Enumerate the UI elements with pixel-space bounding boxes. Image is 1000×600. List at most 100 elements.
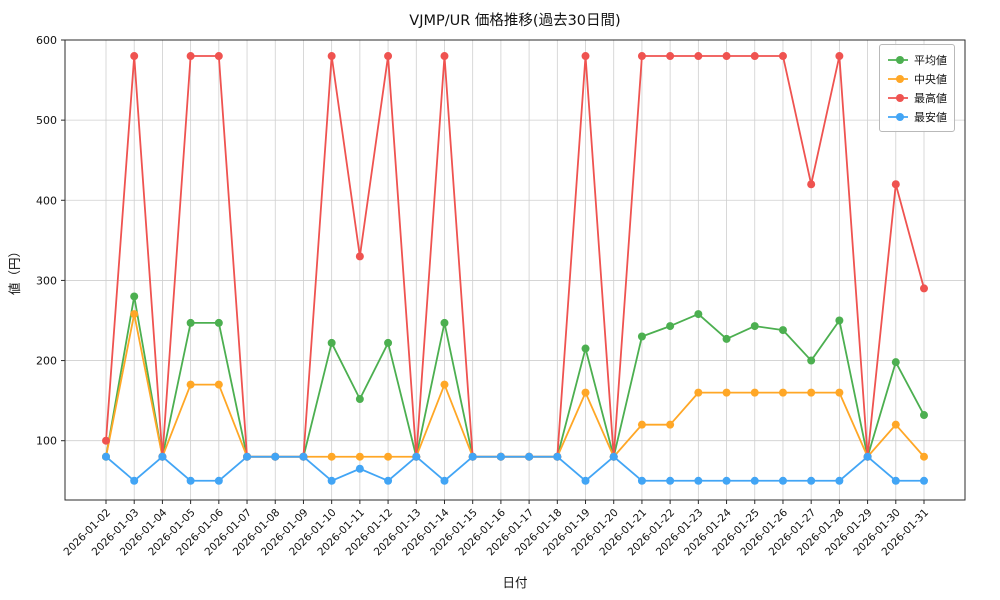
series-line xyxy=(105,455,924,482)
data-series xyxy=(102,52,928,485)
data-point xyxy=(384,52,393,61)
data-point xyxy=(496,452,505,461)
series-line xyxy=(105,55,925,458)
data-point xyxy=(835,388,844,397)
legend-marker-icon xyxy=(888,55,908,64)
data-point xyxy=(186,52,195,61)
data-point xyxy=(214,476,223,485)
data-point xyxy=(722,334,731,343)
data-point xyxy=(891,476,900,485)
data-point xyxy=(440,52,449,61)
data-point xyxy=(609,452,618,461)
data-point xyxy=(750,322,759,331)
data-point xyxy=(807,476,816,485)
data-point xyxy=(807,356,816,365)
data-point xyxy=(214,318,223,327)
data-point xyxy=(891,358,900,367)
series-line xyxy=(105,295,925,458)
data-point xyxy=(384,338,393,347)
data-point xyxy=(355,252,364,261)
data-point xyxy=(355,452,364,461)
legend: 平均値中央値最高値最安値 xyxy=(879,44,955,132)
data-point xyxy=(355,464,364,473)
data-point xyxy=(130,476,139,485)
data-point xyxy=(355,395,364,404)
data-point xyxy=(835,52,844,61)
data-point xyxy=(863,452,872,461)
data-point xyxy=(271,452,280,461)
y-tick-label: 200 xyxy=(36,355,57,368)
data-point xyxy=(722,388,731,397)
data-point xyxy=(130,310,139,319)
y-tick-label: 400 xyxy=(36,194,57,207)
data-point xyxy=(637,332,646,341)
data-point xyxy=(750,476,759,485)
data-point xyxy=(778,476,787,485)
series-line xyxy=(105,313,925,458)
data-point xyxy=(299,452,308,461)
data-point xyxy=(750,52,759,61)
data-point xyxy=(186,380,195,389)
chart-title: VJMP/UR 価格推移(過去30日間) xyxy=(409,12,620,29)
legend-item: 平均値 xyxy=(887,50,947,69)
gridlines xyxy=(65,39,965,500)
legend-label: 最高値 xyxy=(914,91,947,105)
data-point xyxy=(694,310,703,319)
data-point xyxy=(920,452,928,461)
data-point xyxy=(581,388,590,397)
data-point xyxy=(214,380,223,389)
data-point xyxy=(186,318,195,327)
data-point xyxy=(102,436,110,445)
data-point xyxy=(891,180,900,189)
data-point xyxy=(384,452,393,461)
data-point xyxy=(637,476,646,485)
data-point xyxy=(525,452,534,461)
data-point xyxy=(666,322,675,331)
axis-ticks xyxy=(61,39,925,504)
data-point xyxy=(666,52,675,61)
data-point xyxy=(440,476,449,485)
data-point xyxy=(666,476,675,485)
data-point xyxy=(158,452,167,461)
legend-marker-icon xyxy=(888,93,908,102)
data-point xyxy=(835,316,844,325)
data-point xyxy=(440,380,449,389)
data-point xyxy=(440,318,449,327)
data-point xyxy=(327,338,336,347)
data-point xyxy=(327,452,336,461)
data-point xyxy=(722,476,731,485)
data-point xyxy=(920,284,928,293)
data-point xyxy=(214,52,223,61)
y-tick-label: 300 xyxy=(36,274,57,287)
data-point xyxy=(412,452,421,461)
data-point xyxy=(778,388,787,397)
legend-item: 中央値 xyxy=(887,69,947,88)
data-point xyxy=(327,476,336,485)
data-point xyxy=(581,344,590,353)
data-point xyxy=(581,52,590,61)
data-point xyxy=(778,326,787,335)
data-point xyxy=(130,292,139,301)
data-point xyxy=(807,388,816,397)
legend-marker-icon xyxy=(888,112,908,121)
data-point xyxy=(384,476,393,485)
data-point xyxy=(722,52,731,61)
data-point xyxy=(750,388,759,397)
data-point xyxy=(666,420,675,429)
data-point xyxy=(468,452,477,461)
legend-label: 中央値 xyxy=(914,72,947,86)
data-point xyxy=(807,180,816,189)
legend-label: 平均値 xyxy=(914,53,947,67)
x-tick-labels: 2026-01-022026-01-032026-01-042026-01-05… xyxy=(61,506,931,558)
data-point xyxy=(553,452,562,461)
data-point xyxy=(891,420,900,429)
data-point xyxy=(243,452,252,461)
legend-item: 最安値 xyxy=(887,107,947,126)
data-point xyxy=(694,476,703,485)
data-point xyxy=(920,411,928,420)
y-axis-label: 値（円） xyxy=(7,245,22,295)
data-point xyxy=(130,52,139,61)
y-tick-labels: 100 200 300 400 500 600 xyxy=(36,34,57,448)
legend-marker-icon xyxy=(888,74,908,83)
